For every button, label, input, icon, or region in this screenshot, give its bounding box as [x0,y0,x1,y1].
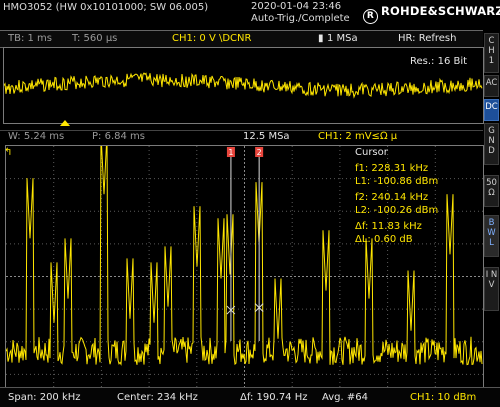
spectrum-trace [5,133,483,366]
cursor-marker-2-icon [255,147,264,157]
cursor-marker-1-icon [226,147,235,157]
trigger-time-value[interactable]: T: 560 µs [72,33,118,44]
side-button-ch1[interactable]: C H 1 [484,33,499,73]
timebase-bar: TB: 1 ms T: 560 µs CH1: 0 V \DCNR ▮ 1 MS… [0,30,483,48]
averaging[interactable]: Avg. #64 [322,392,368,403]
timebase-value[interactable]: TB: 1 ms [8,33,53,44]
cursor-cross-icon [226,305,236,315]
acquisition-mode[interactable]: HR: Refresh [398,33,457,44]
brand-mark-icon: R [363,9,378,24]
cursor-f2: f2: 240.14 kHz [355,192,429,203]
cursor-delta-l: ΔL: 0.60 dB [355,234,413,245]
instrument-model: HMO3052 (HW 0x10101000; SW 06.005) [3,2,209,13]
span-value[interactable]: Span: 200 kHz [8,392,81,403]
datetime: 2020-01-04 23:46 [251,1,342,12]
channel-settings[interactable]: CH1: 0 V \DCNR [172,33,252,44]
brand-logo: R ROHDE&SCHWARZ [363,4,500,24]
resolution-bandwidth: Δf: 190.74 Hz [240,392,308,403]
cursor-l1: L1: -100.86 dBm [355,176,439,187]
cursor-marker-2-label: 2 [257,148,262,157]
cursor-delta-f: Δf: 11.83 kHz [355,221,422,232]
side-button-ac[interactable]: AC [484,75,499,97]
channel-scale[interactable]: CH1: 2 mV≤Ω µ [318,131,398,142]
status-bar: Span: 200 kHz Center: 234 kHz Δf: 190.74… [0,387,500,407]
cursor-title: Cursor [355,147,388,158]
overview-trace-line [3,72,483,99]
reference-level[interactable]: CH1: 10 dBm [410,392,477,403]
center-frequency[interactable]: Center: 234 kHz [117,392,198,403]
cursor-marker-1-label: 1 [228,148,233,157]
fft-sample-rate: 12.5 MSa [243,131,290,142]
trigger-status: Auto-Trig./Complete [251,13,350,24]
side-button-inv[interactable]: I N V [484,267,499,311]
window-position[interactable]: P: 6.84 ms [92,131,145,142]
brand-name: ROHDE&SCHWARZ [381,4,500,18]
cursor-f1: f1: 228.31 kHz [355,163,429,174]
trigger-position-icon [60,120,70,126]
cursor-l2: L2: -100.26 dBm [355,205,439,216]
side-button-50-ohm[interactable]: 50 Ω [484,175,499,207]
overview-trace [3,72,483,99]
overview-waveform [3,47,484,124]
fft-info-bar: W: 5.24 ms P: 6.84 ms 12.5 MSa CH1: 2 mV… [0,130,483,145]
sample-rate-icon: ▮ [318,33,324,44]
reference-marker-icon: ↰ [4,147,13,158]
sample-rate: 1 MSa [327,33,358,44]
cursor-cross-icon [254,303,264,313]
side-button-gnd[interactable]: G N D [484,123,499,165]
resolution-label: Res.: 16 Bit [410,56,468,67]
side-button-dc[interactable]: DC [484,99,499,121]
window-length[interactable]: W: 5.24 ms [8,131,65,142]
cursor-panel: Cursor f1: 228.31 kHz L1: -100.86 dBm f2… [355,147,470,250]
side-button-bwl[interactable]: B W L [484,215,499,257]
